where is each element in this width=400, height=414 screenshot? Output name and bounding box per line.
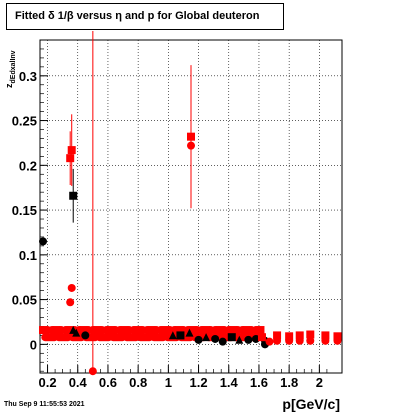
y-tick-label: 0.05 (12, 293, 37, 308)
band-point (161, 326, 170, 335)
data-point-red (306, 336, 315, 345)
x-tick-label: 0.8 (129, 375, 147, 390)
data-point-black (168, 331, 177, 340)
y-axis-label: zdEdxalInv (4, 50, 17, 88)
band-point (256, 326, 265, 335)
data-point-black (202, 333, 211, 342)
x-tick-label: 2 (316, 375, 323, 390)
band-point (66, 326, 75, 335)
x-tick-label: 0.6 (99, 375, 117, 390)
data-point-black (227, 333, 236, 342)
data-point-red (187, 141, 195, 150)
data-point-black (235, 335, 244, 344)
band-point (113, 333, 122, 342)
band-point (45, 333, 54, 342)
band-point (106, 326, 115, 335)
x-tick-label: 1.8 (280, 375, 298, 390)
data-point-black (176, 331, 185, 340)
x-tick-label: 0.2 (39, 375, 57, 390)
band-point (154, 333, 163, 342)
band-point (147, 326, 156, 335)
data-point-red (285, 332, 294, 341)
data-point-red (273, 331, 282, 340)
data-point-red (333, 336, 342, 345)
band-point (202, 326, 211, 335)
band-point (222, 333, 231, 342)
data-point-black (211, 334, 220, 343)
band-point (236, 333, 245, 342)
y-tick-label: 0.25 (12, 114, 37, 129)
x-axis-label: p[GeV/c] (282, 396, 340, 412)
data-point-black (194, 335, 203, 344)
data-point-red (321, 336, 330, 345)
timestamp-footer: Thu Sep 9 11:55:53 2021 (4, 401, 85, 408)
y-tick-label: 0.15 (12, 203, 37, 218)
band-point (134, 326, 143, 335)
band-point (127, 333, 136, 342)
data-point-red (67, 283, 76, 292)
x-tick-label: 1.2 (190, 375, 208, 390)
x-tick-label: 1.6 (250, 375, 268, 390)
data-point-red (88, 367, 97, 376)
data-point-black (39, 237, 48, 246)
data-point-red (257, 333, 266, 342)
band-point (120, 326, 129, 335)
y-tick-label: 0.2 (19, 158, 37, 173)
data-point-red (187, 132, 195, 141)
band-point (39, 326, 48, 335)
band-point (140, 333, 149, 342)
band-point (229, 326, 238, 335)
data-point-black (251, 334, 260, 343)
y-tick-label: 0.1 (19, 248, 37, 263)
y-tick-label: 0 (30, 337, 37, 352)
data-point-black (69, 191, 78, 200)
y-tick-label: 0.3 (19, 69, 37, 84)
data-point-black (185, 328, 194, 337)
band-point (174, 326, 183, 335)
band-point (215, 326, 224, 335)
x-tick-label: 1.4 (220, 375, 239, 390)
band-point (181, 333, 190, 342)
band-point (100, 333, 109, 342)
data-point-red (66, 298, 75, 307)
band-point (86, 333, 95, 342)
data-point-red (321, 331, 330, 340)
band-point (59, 333, 68, 342)
band-point (52, 326, 61, 335)
data-point-red (273, 336, 282, 345)
data-point-black (218, 337, 227, 346)
x-tick-label: 1 (165, 375, 172, 390)
data-point-black (244, 335, 253, 344)
band-point (93, 326, 102, 335)
data-point-red (295, 331, 304, 340)
data-point-red (67, 146, 76, 155)
data-point-black (72, 328, 81, 337)
data-point-red (306, 330, 315, 339)
data-point-red (66, 154, 75, 163)
band-point (79, 326, 88, 335)
band-point (72, 333, 81, 342)
chart-title: Fitted δ 1/β versus η and p for Global d… (6, 3, 284, 30)
data-point-black (81, 331, 90, 340)
x-tick-label: 0.4 (69, 375, 88, 390)
data-point-red (265, 337, 274, 346)
data-point-red (295, 336, 304, 345)
data-point-red (285, 336, 294, 345)
band-point (188, 326, 197, 335)
band-point (242, 326, 251, 335)
data-point-red (333, 332, 342, 341)
